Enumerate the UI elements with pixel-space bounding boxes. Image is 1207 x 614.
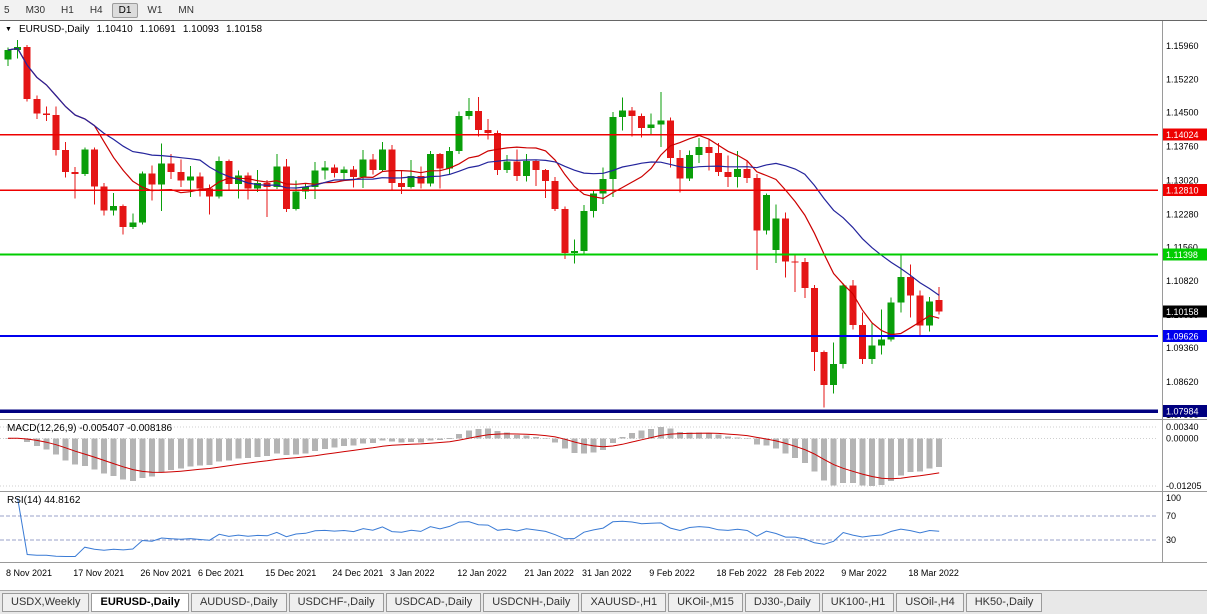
- macd-indicator-label: MACD(12,26,9) -0.005407 -0.008186: [7, 423, 173, 434]
- price-axis-label: 1.12280: [1166, 209, 1199, 219]
- date-axis-label: 18 Feb 2022: [716, 568, 767, 578]
- date-axis-label: 8 Nov 2021: [6, 568, 53, 578]
- price-chart-svg[interactable]: 1.15960 1.15220 1.14500 1.13760 1.13020 1.122…: [0, 20, 1207, 563]
- ohlc-low: 1.10093: [182, 24, 219, 35]
- current-price-tag: 1.10158: [1163, 305, 1207, 318]
- chart-tab-xauusd-h1[interactable]: XAUUSD-,H1: [581, 593, 667, 612]
- rsi-axis-label: 70: [1166, 511, 1176, 521]
- date-axis-label: 24 Dec 2021: [332, 568, 384, 578]
- price-tag: 1.14024: [1163, 128, 1207, 141]
- price-axis-label: 1.10820: [1166, 276, 1199, 286]
- price-axis-label: 1.08620: [1166, 377, 1199, 387]
- date-axis-label: 18 Mar 2022: [908, 568, 959, 578]
- chart-tabs-bar: USDX,Weekly EURUSD-,Daily AUDUSD-,Daily USD…: [0, 590, 1207, 614]
- chart-tab-dj30-daily[interactable]: DJ30-,Daily: [744, 593, 820, 612]
- ohlc-open: 1.10410: [96, 24, 133, 35]
- timeframe-button-w1[interactable]: W1: [147, 4, 163, 16]
- symbol-marker-icon: ▼: [5, 25, 12, 33]
- macd-histogram: [5, 427, 943, 486]
- macd-signal-line: [8, 432, 940, 480]
- chart-symbol-label: EURUSD-,Daily: [18, 24, 90, 35]
- chart-tab-usoil-h4[interactable]: USOil-,H4: [896, 593, 964, 612]
- date-axis-label: 21 Jan 2022: [524, 568, 574, 578]
- date-axis-label: 6 Dec 2021: [198, 568, 245, 578]
- chart-tab-ukoil-m15[interactable]: UKOil-,M15: [668, 593, 743, 612]
- chart-area: 1.15960 1.15220 1.14500 1.13760 1.13020 1.122…: [0, 20, 1207, 563]
- rsi-line: [17, 497, 940, 557]
- price-axis-label: 1.13020: [1166, 175, 1199, 185]
- horizontal-level-lines: [0, 133, 1158, 413]
- svg-text:1.10158: 1.10158: [1166, 307, 1199, 317]
- ohlc-close: 1.10158: [225, 24, 263, 35]
- chart-tab-eurusd-daily[interactable]: EURUSD-,Daily: [91, 593, 189, 612]
- timeframe-button-5[interactable]: 5: [4, 4, 10, 16]
- price-tag: 1.12810: [1163, 184, 1207, 197]
- rsi-axis-label: 30: [1166, 535, 1176, 545]
- price-axis-label: 1.09360: [1166, 343, 1199, 353]
- rsi-indicator-label: RSI(14) 44.8162: [7, 495, 81, 506]
- ma-fast-line: [7, 47, 940, 336]
- timeframe-button-d1[interactable]: D1: [111, 2, 139, 18]
- chart-title: ▼ EURUSD-,Daily 1.10410 1.10691 1.10093 …: [5, 24, 262, 35]
- date-axis-label: 28 Feb 2022: [774, 568, 825, 578]
- chart-tab-usdcad-daily[interactable]: USDCAD-,Daily: [385, 593, 482, 612]
- timeframe-button-mn[interactable]: MN: [178, 4, 194, 16]
- chart-tab-usdcnh-daily[interactable]: USDCNH-,Daily: [483, 593, 580, 612]
- date-axis-label: 15 Dec 2021: [265, 568, 317, 578]
- rsi-axis-label: 100: [1166, 493, 1181, 503]
- chart-tab-usdx-weekly[interactable]: USDX,Weekly: [2, 593, 90, 612]
- ma-slow-line: [7, 47, 940, 296]
- date-axis-label: 31 Jan 2022: [582, 568, 632, 578]
- timeframe-button-m30[interactable]: M30: [25, 4, 46, 16]
- macd-axis-label: 0.00340: [1166, 422, 1199, 432]
- chart-tab-hk50-daily[interactable]: HK50-,Daily: [965, 593, 1043, 612]
- ohlc-high: 1.10691: [139, 24, 176, 35]
- date-axis-label: 12 Jan 2022: [457, 568, 507, 578]
- price-tag: 1.07984: [1163, 405, 1207, 418]
- date-axis-label: 3 Jan 2022: [390, 568, 435, 578]
- chart-tab-usdchf-daily[interactable]: USDCHF-,Daily: [288, 593, 384, 612]
- date-axis-label: 9 Mar 2022: [841, 568, 887, 578]
- timeframe-button-h1[interactable]: H1: [61, 4, 74, 16]
- date-axis-label: 17 Nov 2021: [73, 568, 125, 578]
- svg-text:1.11398: 1.11398: [1166, 250, 1198, 260]
- price-axis-label: 1.15960: [1166, 41, 1199, 51]
- macd-axis-label: 0.00000: [1166, 433, 1199, 443]
- svg-text:1.14024: 1.14024: [1166, 130, 1199, 140]
- svg-text:1.07984: 1.07984: [1166, 407, 1199, 417]
- date-axis: 8 Nov 2021 17 Nov 2021 26 Nov 2021 6 Dec 20…: [0, 563, 1207, 590]
- price-axis-label: 1.13760: [1166, 142, 1199, 152]
- svg-text:1.09626: 1.09626: [1166, 331, 1199, 341]
- timeframe-toolbar: 5 M30 H1 H4 D1 W1 MN: [0, 0, 1207, 21]
- chart-tab-audusd-daily[interactable]: AUDUSD-,Daily: [190, 593, 287, 612]
- date-axis-label: 9 Feb 2022: [649, 568, 695, 578]
- price-tag: 1.09626: [1163, 329, 1207, 342]
- price-tag: 1.11398: [1163, 248, 1207, 261]
- price-axis-label: 1.15220: [1166, 75, 1199, 85]
- date-axis-label: 26 Nov 2021: [140, 568, 192, 578]
- svg-text:1.12810: 1.12810: [1166, 186, 1199, 196]
- chart-tab-uk100-h1[interactable]: UK100-,H1: [821, 593, 895, 612]
- timeframe-button-h4[interactable]: H4: [89, 4, 103, 16]
- candlesticks: [4, 39, 943, 408]
- macd-axis-label: -0.01205: [1166, 481, 1202, 491]
- price-axis-label: 1.14500: [1166, 108, 1199, 118]
- price-axis-label: 1.11560: [1166, 242, 1198, 252]
